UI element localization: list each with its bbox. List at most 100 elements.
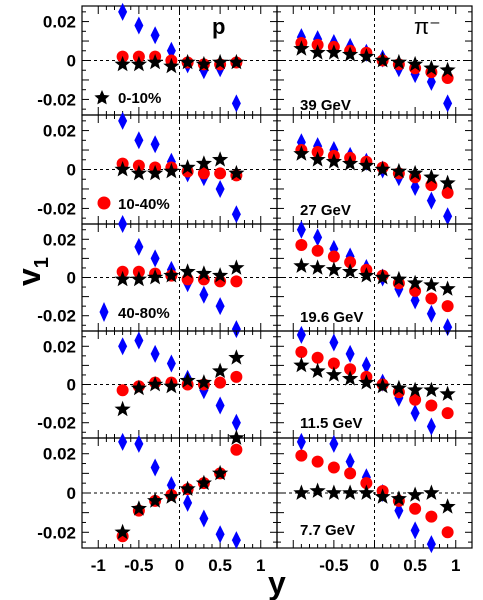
point-diamond (426, 191, 436, 210)
point-star (228, 164, 245, 181)
energy-label-7-7: 7.7 GeV (300, 522, 355, 539)
point-circle (441, 526, 454, 539)
species-label-p: p (212, 14, 225, 39)
x-tick-label: 0 (175, 556, 184, 575)
point-diamond (118, 432, 128, 451)
point-star (212, 464, 229, 481)
point-diamond (215, 396, 225, 415)
point-star (147, 164, 164, 181)
panel-4-2 (276, 325, 473, 439)
y-tick-label: -0.02 (37, 414, 76, 433)
point-star (179, 263, 196, 279)
point-diamond (443, 94, 453, 113)
energy-label-19-6: 19.6 GeV (300, 309, 363, 326)
point-circle (214, 167, 227, 180)
point-star (342, 263, 359, 279)
point-star (325, 366, 342, 382)
y-axis-title: v1 (11, 257, 53, 286)
point-star (293, 257, 310, 273)
point-star (114, 523, 131, 540)
point-circle (311, 455, 324, 468)
point-star (179, 53, 196, 70)
point-star (293, 484, 310, 500)
point-star (358, 484, 375, 500)
point-star (309, 482, 326, 498)
point-diamond (329, 333, 339, 352)
point-circle (360, 477, 373, 490)
point-star (147, 376, 164, 392)
point-star (423, 168, 440, 185)
point-star (179, 159, 196, 175)
point-diamond (199, 285, 209, 304)
point-circle (425, 292, 438, 305)
point-diamond (443, 207, 453, 226)
point-star (374, 269, 391, 285)
energy-label-11-5: 11.5 GeV (300, 415, 363, 432)
y-tick-label: 0.02 (43, 13, 76, 32)
point-star (309, 362, 326, 378)
x-tick-label: -1 (91, 556, 106, 575)
point-star (358, 48, 375, 64)
point-star (342, 370, 359, 386)
point-diamond (134, 331, 144, 350)
point-star (325, 44, 342, 60)
point-star (374, 377, 391, 394)
point-star (407, 486, 424, 502)
y-tick-label: 0.02 (43, 445, 76, 464)
point-diamond (329, 239, 339, 258)
point-star (358, 267, 375, 283)
point-circle (197, 167, 210, 180)
point-star (163, 377, 180, 394)
point-circle (311, 351, 324, 364)
point-star (212, 53, 229, 70)
point-diamond (134, 434, 144, 453)
point-circle (327, 250, 340, 263)
y-axis-title-main: v (11, 268, 47, 286)
point-diamond (118, 215, 128, 233)
point-circle (344, 467, 357, 480)
point-star (179, 480, 196, 496)
point-diamond (150, 458, 160, 477)
y-tick-label: 0 (67, 376, 76, 395)
y-tick-label: 0 (67, 161, 76, 180)
legend-star-marker (94, 90, 110, 105)
point-star (390, 162, 407, 179)
point-star (163, 488, 180, 504)
point-star (228, 349, 245, 365)
point-star (325, 484, 342, 500)
point-star (114, 161, 131, 177)
y-tick-label: -0.02 (37, 90, 76, 109)
x-tick-label: -0.5 (319, 556, 348, 575)
point-star (342, 484, 359, 500)
legend-label-40-80: 40-80% (118, 305, 170, 322)
point-diamond (313, 228, 323, 247)
point-star (407, 274, 424, 291)
point-diamond (231, 320, 241, 339)
point-star (195, 55, 212, 72)
point-diamond (296, 325, 306, 344)
point-diamond (329, 434, 339, 453)
point-diamond (150, 26, 160, 45)
point-star (293, 356, 310, 373)
y-tick-label: 0.02 (43, 230, 76, 249)
point-circle (409, 393, 422, 406)
y-tick-label: 0.02 (43, 122, 76, 141)
point-diamond (426, 417, 436, 436)
point-diamond (134, 237, 144, 256)
point-diamond (134, 131, 144, 150)
panel-2-1: 0.02 0 -0.02 (37, 111, 278, 225)
point-circle (295, 346, 308, 359)
point-diamond (426, 304, 436, 323)
legend-circle-marker (97, 196, 111, 210)
energy-label-39: 39 GeV (300, 97, 351, 114)
point-circle (441, 186, 454, 199)
point-star (130, 500, 147, 516)
point-star (130, 164, 147, 181)
point-star (228, 53, 245, 70)
point-star (407, 55, 424, 72)
point-circle (441, 72, 454, 85)
point-diamond (231, 94, 241, 113)
point-star (212, 267, 229, 283)
x-tick-label: 1 (256, 556, 265, 575)
point-star (195, 474, 212, 491)
